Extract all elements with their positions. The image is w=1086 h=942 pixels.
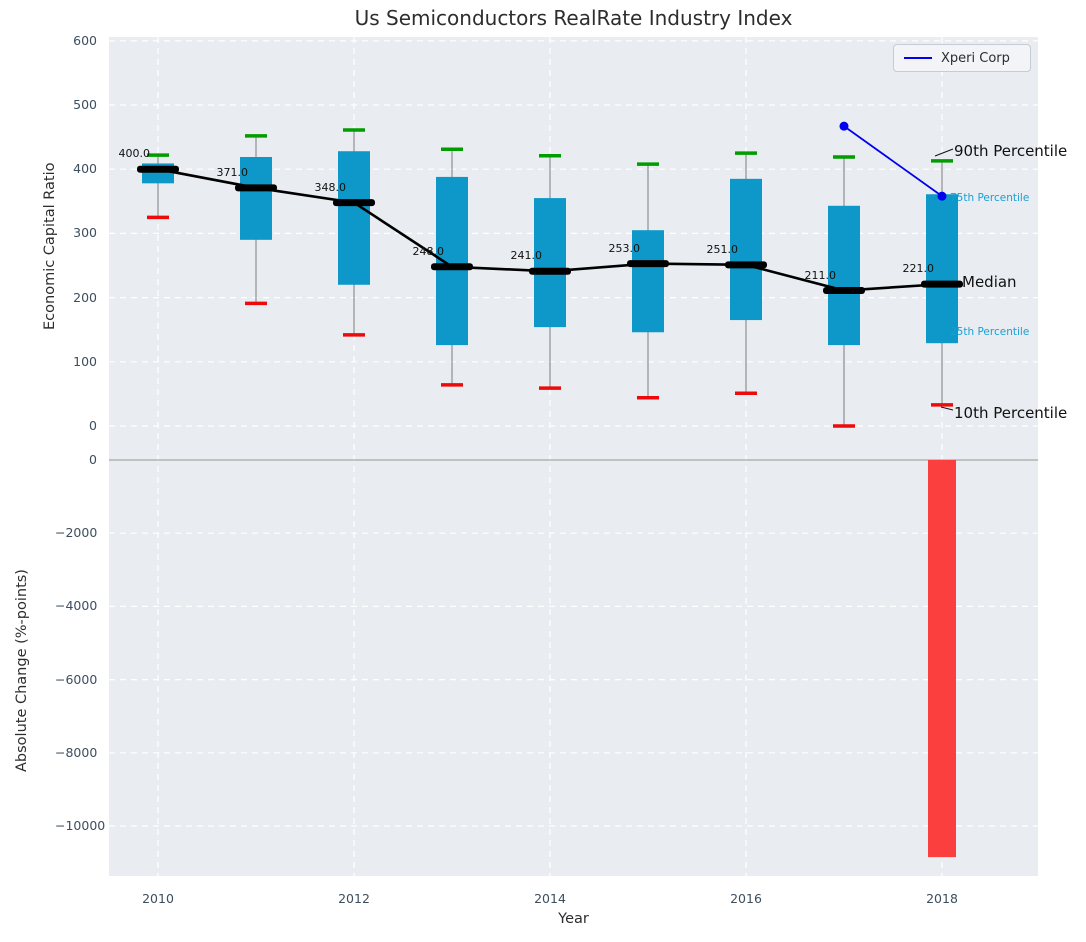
company-point-2017 — [840, 122, 849, 131]
median-2014 — [529, 268, 571, 275]
median-value-label: 211.0 — [790, 269, 836, 282]
y-tick-label: 400 — [55, 161, 97, 176]
y-tick-label: −2000 — [55, 525, 97, 540]
y-axis-label-bottom: Absolute Change (%-points) — [14, 569, 30, 772]
median-2010 — [137, 166, 179, 173]
annotation-90th-percentile: 90th Percentile — [954, 142, 1067, 160]
figure: Us Semiconductors RealRate Industry Inde… — [0, 0, 1086, 942]
median-value-label: 241.0 — [496, 249, 542, 262]
y-tick-label: 500 — [55, 97, 97, 112]
y-tick-label: −6000 — [55, 672, 97, 687]
x-tick-label: 2014 — [520, 891, 580, 906]
y-tick-label: 200 — [55, 290, 97, 305]
x-tick-label: 2016 — [716, 891, 776, 906]
box-2012 — [338, 151, 370, 285]
median-2013 — [431, 263, 473, 270]
y-tick-label: 300 — [55, 225, 97, 240]
y-tick-label: −4000 — [55, 598, 97, 613]
y-tick-label: 0 — [55, 452, 97, 467]
median-value-label: 251.0 — [692, 243, 738, 256]
median-2017 — [823, 287, 865, 294]
y-axis-label-top: Economic Capital Ratio — [42, 163, 58, 330]
chart-canvas — [0, 0, 1086, 942]
x-tick-label: 2012 — [324, 891, 384, 906]
y-tick-label: −8000 — [55, 745, 97, 760]
annotation-25th-percentile: 25th Percentile — [950, 326, 1029, 338]
y-tick-label: 600 — [55, 33, 97, 48]
median-value-label: 371.0 — [202, 166, 248, 179]
y-tick-label: −10000 — [55, 818, 97, 833]
y-tick-label: 100 — [55, 354, 97, 369]
annotation-median: Median — [962, 273, 1017, 291]
median-value-label: 248.0 — [398, 245, 444, 258]
legend-label: Xperi Corp — [941, 51, 1010, 66]
legend: Xperi Corp — [893, 44, 1031, 72]
leader-10th — [941, 407, 953, 410]
box-2014 — [534, 198, 566, 327]
median-value-label: 400.0 — [104, 147, 150, 160]
annotation-75th-percentile: 75th Percentile — [950, 192, 1029, 204]
bar-2018 — [928, 460, 956, 857]
x-axis-label: Year — [109, 911, 1038, 927]
leader-90th — [935, 149, 953, 156]
legend-line-sample-icon — [904, 57, 932, 59]
company-point-2018 — [938, 192, 947, 201]
company-line — [844, 126, 942, 196]
x-tick-label: 2010 — [128, 891, 188, 906]
median-2015 — [627, 260, 669, 267]
median-value-label: 348.0 — [300, 181, 346, 194]
y-tick-label: 0 — [55, 418, 97, 433]
median-2011 — [235, 184, 277, 191]
median-2016 — [725, 261, 767, 268]
box-2013 — [436, 177, 468, 345]
median-value-label: 221.0 — [888, 262, 934, 275]
median-2012 — [333, 199, 375, 206]
x-tick-label: 2018 — [912, 891, 972, 906]
median-2018 — [921, 281, 963, 288]
annotation-10th-percentile: 10th Percentile — [954, 404, 1067, 422]
median-value-label: 253.0 — [594, 242, 640, 255]
